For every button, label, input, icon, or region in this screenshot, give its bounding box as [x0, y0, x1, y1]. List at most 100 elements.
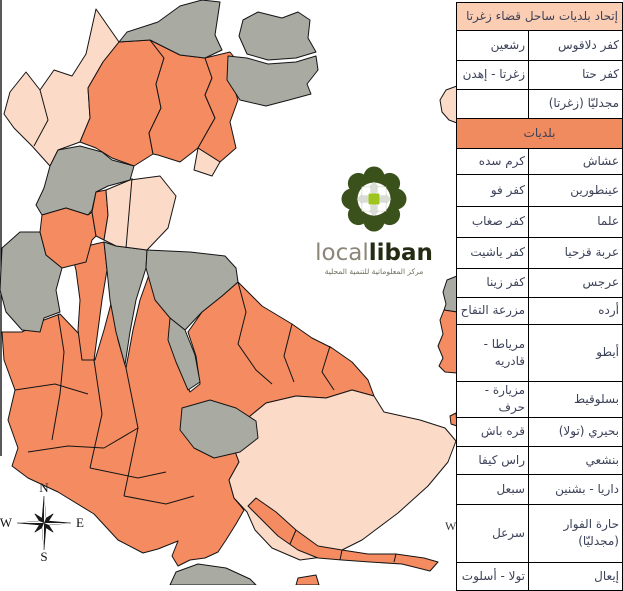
region-table-edge-pale-bump [439, 85, 458, 124]
municipality-cell: أيطو [528, 324, 623, 382]
municipality-table-row: أرده مزرعة التفاح [456, 297, 623, 325]
region-north-gray-band [118, 0, 223, 59]
compass-star-highlight-s [42, 523, 44, 550]
municipality-cell: بنشعي [528, 445, 623, 475]
municipality-border-line [283, 323, 295, 383]
municipality-cell: راس كيفا [456, 445, 529, 475]
municipality-table-row: عربة قزحيا كفر ياشيت [456, 237, 623, 269]
municipality-cell: عشاش [528, 148, 623, 175]
region-gray-bottom-blob [169, 563, 257, 585]
brand-liban-text: liban [369, 240, 433, 266]
compass-star-highlight-w [17, 521, 44, 523]
localiban-wordmark: localliban [315, 240, 433, 266]
municipality-table-row: حارة الفوار (مجدليّا) سرعل [456, 503, 623, 563]
municipality-cell: كفر زينا [456, 268, 529, 298]
municipality-cell: مجدليّا (زغرتا) [528, 89, 623, 119]
compass-star-highlight-e [44, 523, 71, 525]
municipality-cell: مزرعة التفاح [456, 297, 529, 325]
municipality-table-row: إيعال تولا - أسلوت [456, 561, 623, 591]
municipality-cell: عرجس [528, 268, 623, 298]
compass-east-label: E [76, 515, 84, 530]
municipality-cell: أرده [528, 297, 623, 325]
region-mid-gray-east [145, 249, 239, 331]
municipality-table-row: بنشعي راس كيفا [456, 445, 623, 475]
region-mid-gray-west-top [35, 145, 135, 216]
municipality-cell: إيعال [528, 561, 623, 591]
municipality-table-row: أيطو مرياطا - قادريه [456, 324, 623, 382]
municipality-border-line [339, 549, 343, 561]
municipality-cell: بسلوقيط [528, 381, 623, 418]
municipality-table-row: بسلوقيط مزيارة - حرف [456, 381, 623, 418]
municipality-border-line [14, 383, 89, 395]
municipality-border-line [123, 495, 195, 505]
municipality-cell: كفر فو [456, 174, 529, 207]
region-northeast-gray-2 [226, 55, 319, 107]
municipality-cell: داريا - بشنين [528, 473, 623, 505]
municipality-border-line [289, 529, 297, 545]
municipality-cell: زغرتا - إهدن [456, 60, 529, 90]
compass-north-label: N [39, 480, 49, 495]
municipality-cell: كفر ياشيت [456, 237, 529, 269]
municipality-table-row: علما كفر صغاب [456, 206, 623, 238]
municipalities-table: إتحاد بلديات ساحل قضاء زغرتا كفر دلاقوس رش… [456, 2, 623, 591]
municipality-cell: كفر دلاقوس [528, 30, 623, 61]
municipality-cell: مزيارة - حرف [456, 381, 529, 418]
municipality-cell: علما [528, 206, 623, 238]
municipality-border-line [393, 553, 397, 563]
municipality-border-line [237, 281, 273, 385]
localiban-tagline: مركز المعلوماتية للتنمية المحلية [325, 267, 424, 276]
municipality-border-line [89, 467, 167, 479]
region-mid-pale [103, 175, 177, 251]
municipality-cell [456, 89, 529, 119]
compass-west-label: W [0, 515, 13, 530]
municipality-cell: عربة قزحيا [528, 237, 623, 269]
municipality-border-line [51, 313, 65, 441]
municipality-border-line [103, 427, 139, 449]
municipality-cell: مرياطا - قادريه [456, 324, 529, 382]
municipality-borders-layer [14, 89, 397, 563]
localiban-emblem-icon [341, 166, 407, 232]
municipality-cell: سرعل [456, 503, 529, 563]
municipality-cell: بحيري (تولا) [528, 416, 623, 447]
region-southeast-pale [228, 389, 457, 561]
region-mid-orange-blob [39, 207, 97, 269]
union-table-row: كفر حتا زغرتا - إهدن [456, 60, 623, 90]
region-orange-bottom-bump [295, 574, 320, 585]
municipality-cell: رشعين [456, 30, 529, 61]
legend-header: بلديات [456, 118, 623, 149]
region-table-edge-gray [442, 275, 458, 313]
region-table-edge-orange [437, 309, 458, 374]
localiban-logo: localliban مركز المعلوماتية للتنمية المح… [315, 166, 433, 276]
municipality-cell: سبعل [456, 473, 529, 505]
municipality-border-line [33, 89, 49, 147]
municipality-table-row: عرجس كفر زينا [456, 268, 623, 298]
municipality-border-line [321, 345, 335, 391]
municipality-cell: تولا - أسلوت [456, 561, 529, 591]
municipality-cell: كرم سده [456, 148, 529, 175]
region-northeast-gray-1 [238, 11, 317, 61]
union-table-row: مجدليّا (زغرتا) [456, 89, 623, 119]
compass-rose: N S E W [0, 480, 84, 564]
region-small-pale-corner [193, 147, 221, 177]
municipality-cell: حارة الفوار (مجدليّا) [528, 503, 623, 563]
compass-south-label: S [40, 549, 47, 564]
municipality-border-line [89, 359, 103, 469]
compass-star-highlight-n [44, 496, 46, 523]
municipality-table-row: بحيري (تولا) قره باش [456, 416, 623, 447]
municipality-cell: عينطورين [528, 174, 623, 207]
table-title: إتحاد بلديات ساحل قضاء زغرتا [456, 2, 623, 31]
region-coast-strip [247, 497, 439, 572]
municipality-cell: كفر صغاب [456, 206, 529, 238]
municipality-cell: قره باش [456, 416, 529, 447]
municipality-table-row: عينطورين كفر فو [456, 174, 623, 207]
municipality-border-line [27, 445, 105, 453]
region-mid-gray-prong [167, 317, 201, 391]
municipality-table-row: عشاش كرم سده [456, 148, 623, 175]
municipality-border-line [125, 177, 133, 249]
brand-local-text: local [315, 240, 369, 266]
municipality-cell: كفر حتا [528, 60, 623, 90]
map-regions-layer [0, 0, 458, 585]
municipality-table-row: داريا - بشنين سبعل [456, 473, 623, 505]
